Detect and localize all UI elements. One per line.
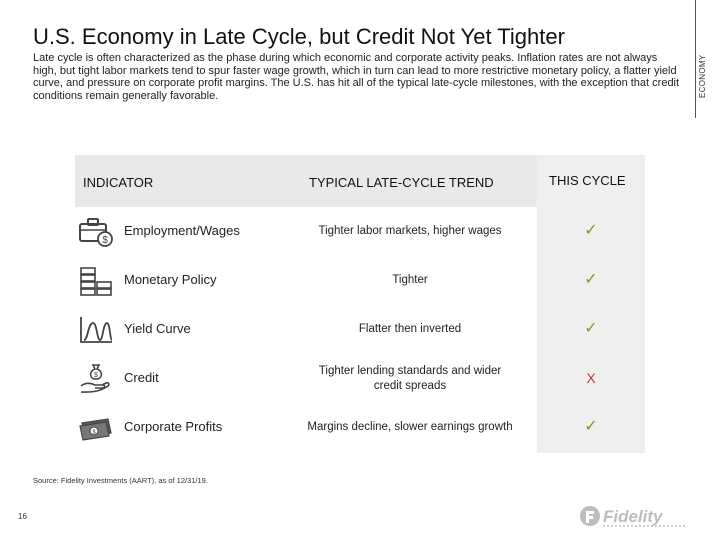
trend-text: Flatter then inverted <box>358 323 462 335</box>
fidelity-logo: Fidelity <box>580 506 686 527</box>
table-row: $ Credit Tighter lending standards and w… <box>75 354 645 403</box>
stacked-money-icon <box>80 267 112 296</box>
trend-text: Tighter labor markets, higher wages <box>318 225 502 237</box>
table-row: $ Employment/Wages Tighter labor markets… <box>75 207 645 256</box>
section-tab-label: ECONOMY <box>698 54 707 98</box>
check-mark: ✓ <box>584 271 598 288</box>
indicator-label: Corporate Profits <box>124 419 223 434</box>
header-typical-trend: TYPICAL LATE-CYCLE TREND <box>309 175 494 190</box>
svg-text:$: $ <box>102 235 108 246</box>
indicator-label: Monetary Policy <box>124 272 217 287</box>
check-mark: ✓ <box>584 222 598 239</box>
svg-text:Fidelity: Fidelity <box>603 507 664 526</box>
check-mark: ✓ <box>584 418 598 435</box>
check-mark: ✓ <box>584 320 598 337</box>
banknote-icon: $ <box>79 418 112 441</box>
table-row: Yield Curve Flatter then inverted ✓ <box>75 305 645 354</box>
page-title: U.S. Economy in Late Cycle, but Credit N… <box>33 24 565 49</box>
page-number: 16 <box>18 512 27 521</box>
briefcase-dollar-icon: $ <box>79 218 113 247</box>
this-cycle-column <box>537 155 645 453</box>
section-tab <box>695 0 720 118</box>
trend-text: Tighter lending standards and wider cred… <box>318 365 502 392</box>
yield-curve-icon <box>80 317 113 343</box>
table-row: $ Corporate Profits Margins decline, slo… <box>75 403 645 452</box>
header-this-cycle: THIS CYCLE <box>549 173 626 188</box>
hand-money-bag-icon: $ <box>80 364 110 393</box>
cross-mark: X <box>586 370 596 386</box>
svg-text:$: $ <box>92 430 96 436</box>
indicator-label: Employment/Wages <box>124 223 240 238</box>
trend-text: Margins decline, slower earnings growth <box>307 421 513 433</box>
svg-text:$: $ <box>94 372 98 379</box>
indicator-label: Yield Curve <box>124 321 191 336</box>
trend-text: Tighter <box>392 274 428 286</box>
table-row: Monetary Policy Tighter ✓ <box>75 256 645 305</box>
header-indicator: INDICATOR <box>83 175 154 190</box>
page-description: Late cycle is often characterized as the… <box>33 52 680 102</box>
source-note: Source: Fidelity Investments (AART), as … <box>33 476 208 485</box>
indicator-label: Credit <box>124 370 159 385</box>
